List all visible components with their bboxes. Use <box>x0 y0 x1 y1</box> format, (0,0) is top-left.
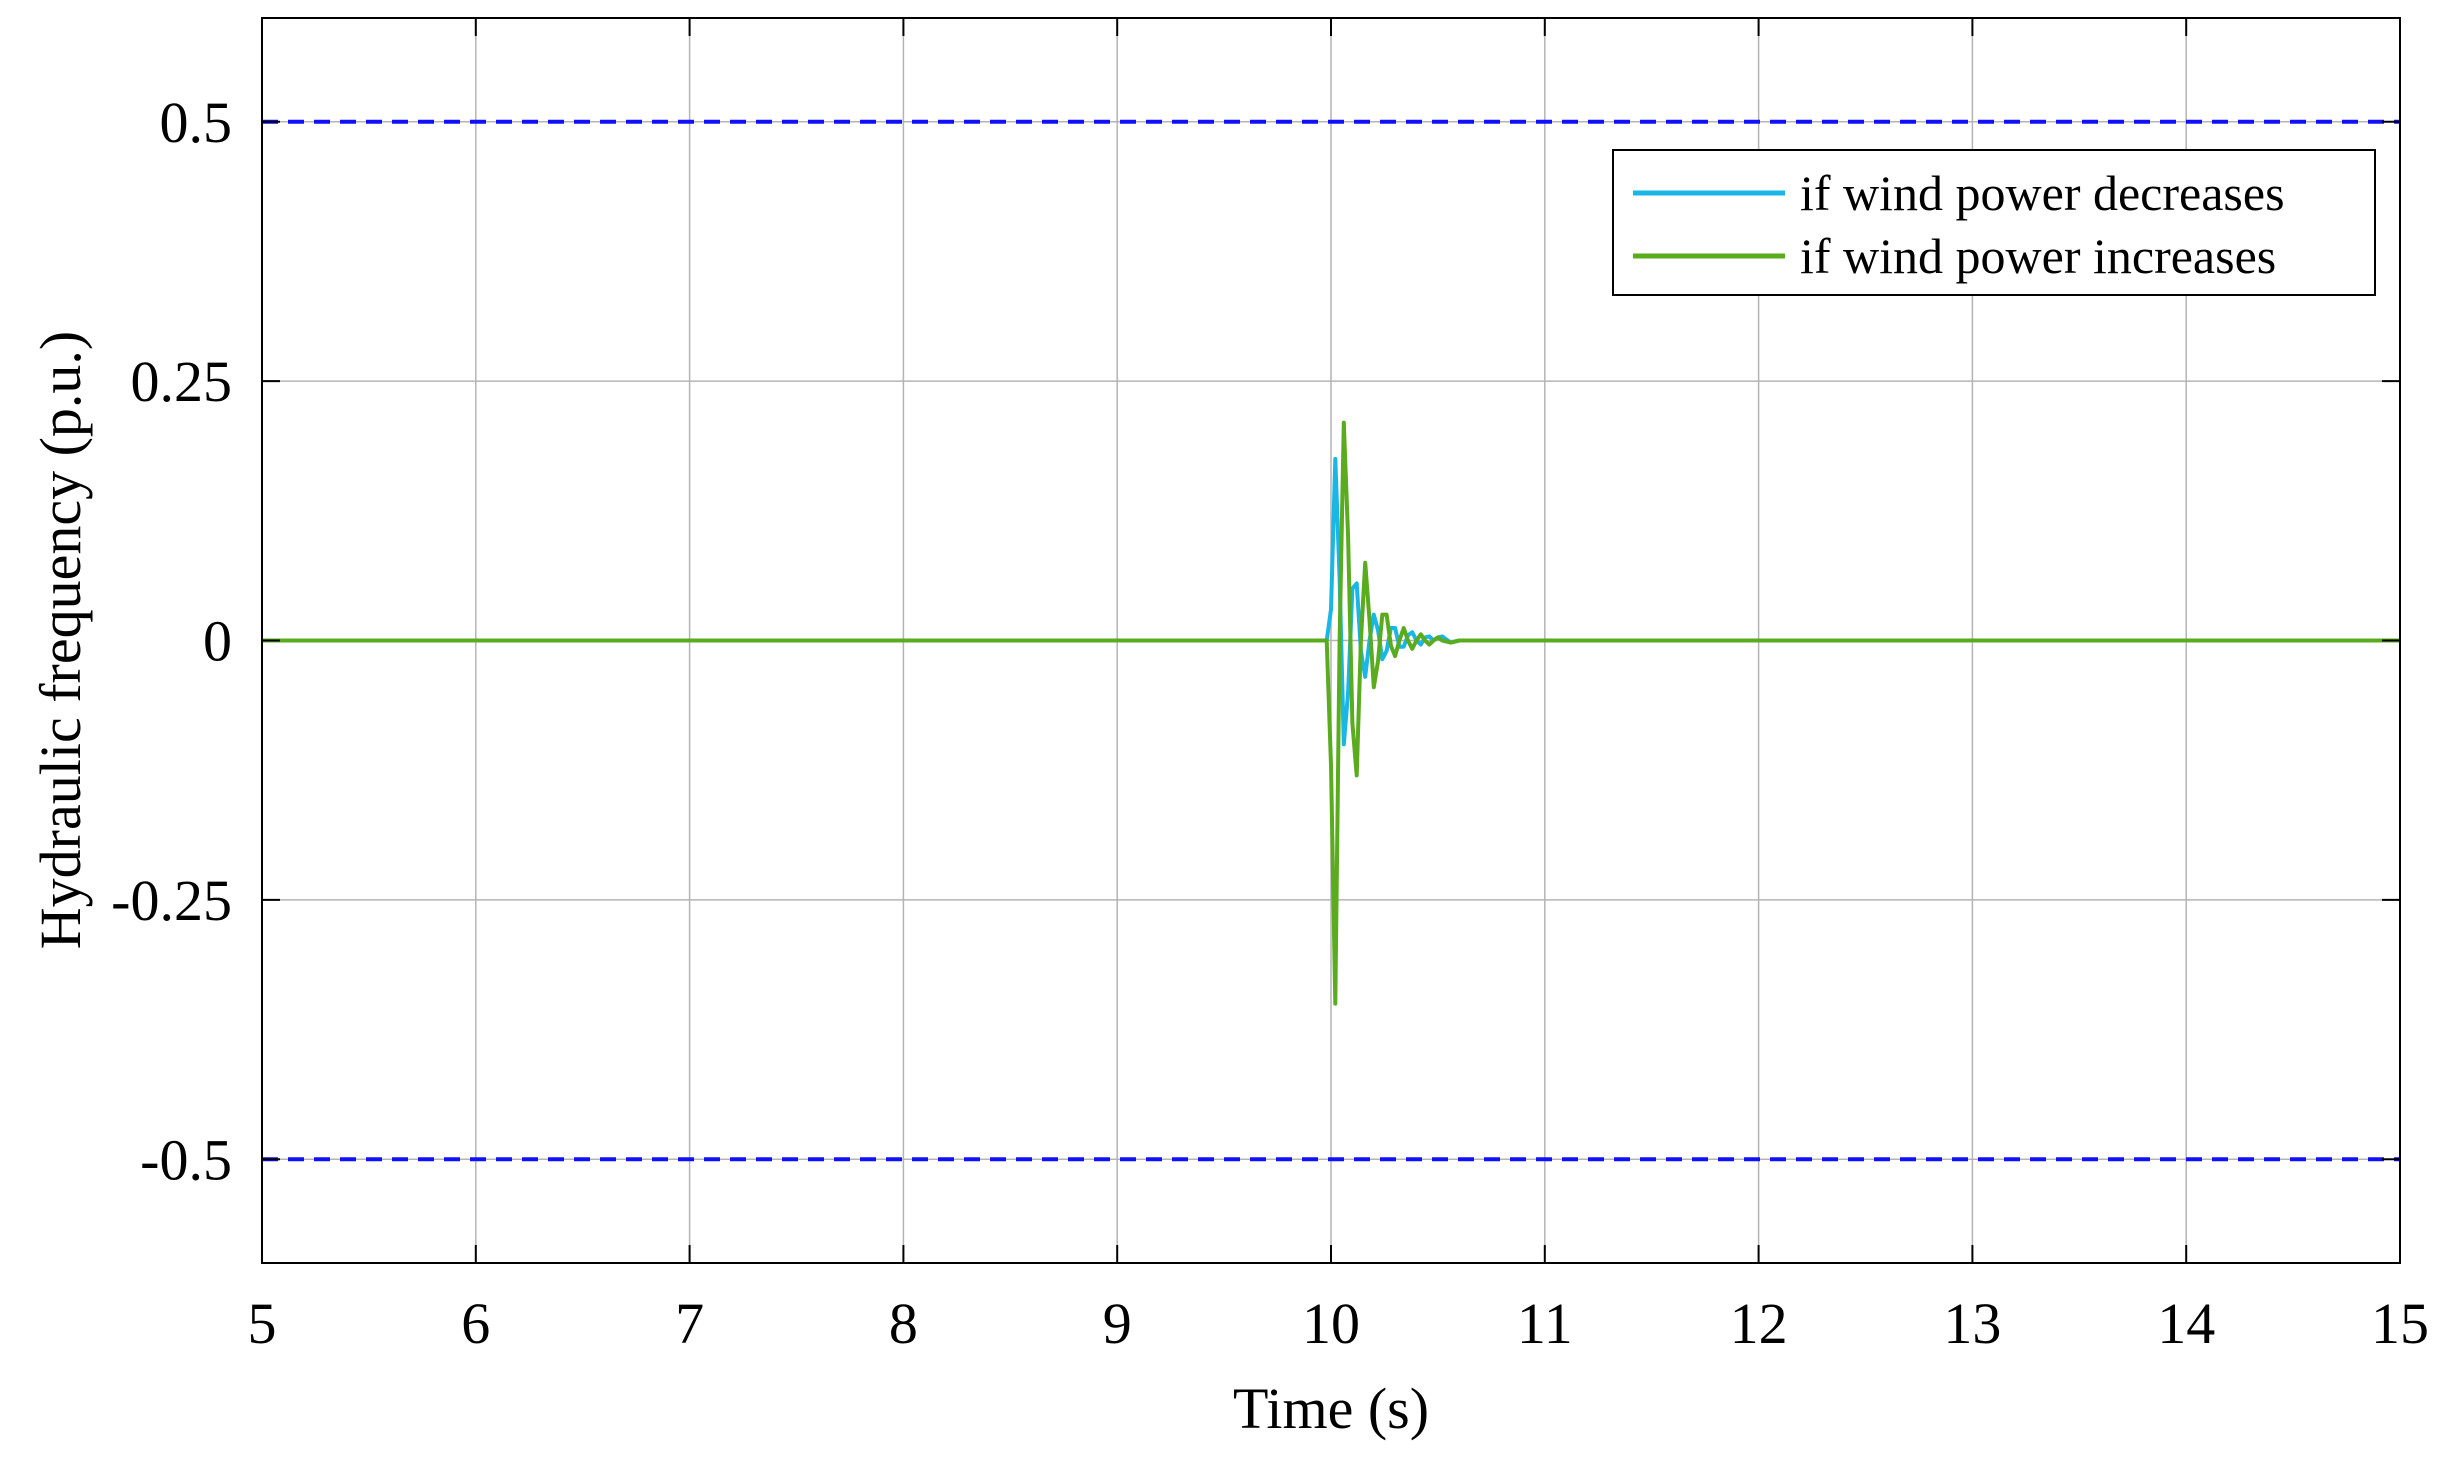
y-tick-label-3: 0.25 <box>131 349 233 414</box>
series-lines <box>262 420 2400 1006</box>
x-axis-label: Time (s) <box>1233 1376 1429 1441</box>
y-tick-label-1: -0.25 <box>111 868 232 933</box>
x-tick-label-4: 9 <box>1103 1291 1132 1356</box>
axis-ticks: 5 6 7 8 9 10 11 12 13 14 15 -0.5 -0.25 0 0.25 0.5 <box>111 18 2429 1356</box>
legend-label-0: if wind power decreases <box>1800 165 2285 221</box>
x-tick-label-5: 10 <box>1302 1291 1360 1356</box>
x-tick-label-0: 5 <box>248 1291 277 1356</box>
legend-box <box>1612 149 2376 296</box>
x-tick-label-3: 8 <box>889 1291 918 1356</box>
legend-label-1: if wind power increases <box>1800 228 2276 284</box>
y-axis-label: Hydraulic frequency (p.u.) <box>28 331 93 949</box>
series-line-1 <box>262 420 2400 1006</box>
y-tick-label-2: 0 <box>203 609 232 674</box>
x-tick-label-2: 7 <box>675 1291 704 1356</box>
x-tick-label-1: 6 <box>461 1291 490 1356</box>
legend: if wind power decreases if wind power in… <box>1612 149 2376 296</box>
x-tick-label-6: 11 <box>1517 1291 1573 1356</box>
x-tick-label-7: 12 <box>1730 1291 1788 1356</box>
x-tick-label-9: 14 <box>2157 1291 2215 1356</box>
x-tick-label-10: 15 <box>2371 1291 2429 1356</box>
x-tick-label-8: 13 <box>1943 1291 2001 1356</box>
y-tick-label-4: 0.5 <box>160 90 233 155</box>
limit-lines <box>262 119 2400 1162</box>
y-tick-label-0: -0.5 <box>140 1127 232 1192</box>
